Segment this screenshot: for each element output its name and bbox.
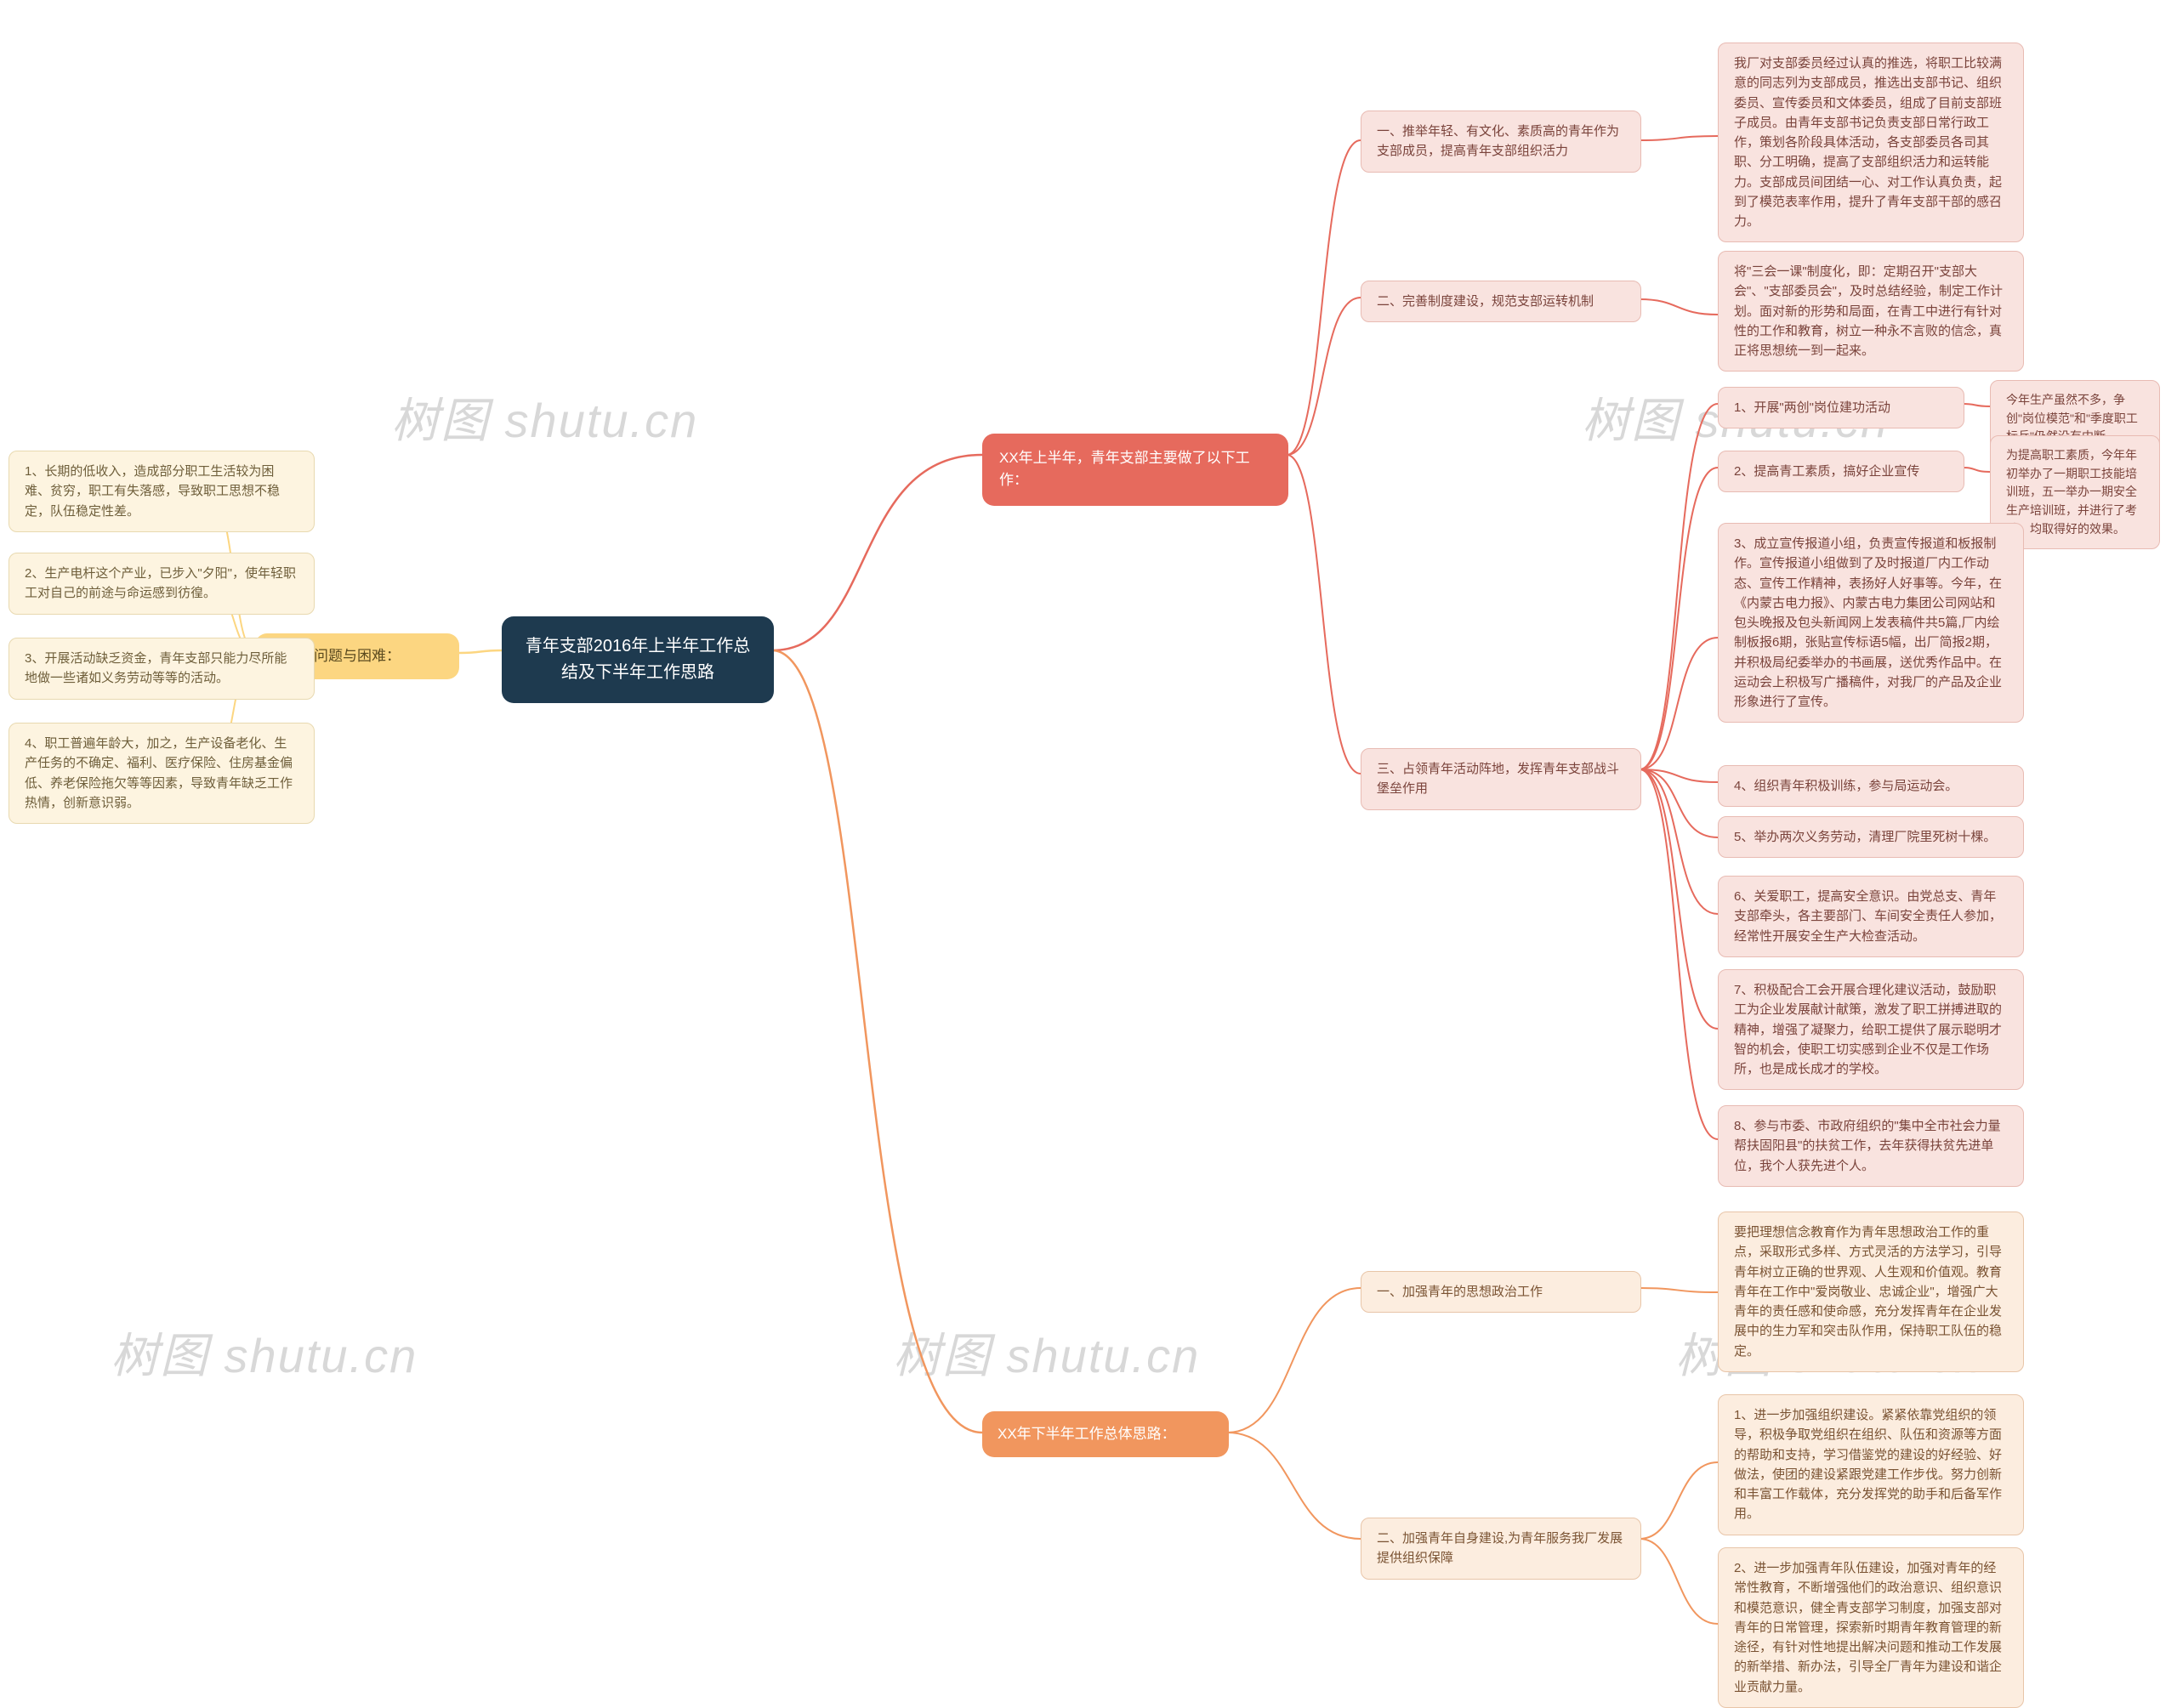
bottom-item2-c1: 1、进一步加强组织建设。紧紧依靠党组织的领导，积极争取党组织在组织、队伍和资源等… (1718, 1394, 2024, 1535)
top-item2: 二、完善制度建设，规范支部运转机制 (1361, 281, 1641, 322)
left-item2: 2、生产电杆这个产业，已步入"夕阳"，使年轻职工对自己的前途与命运感到彷徨。 (9, 553, 315, 615)
root-node: 青年支部2016年上半年工作总结及下半年工作思路 (502, 616, 774, 703)
top-item3-c5: 5、举办两次义务劳动，清理厂院里死树十棵。 (1718, 816, 2024, 858)
bottom-item1: 一、加强青年的思想政治工作 (1361, 1271, 1641, 1313)
top-item1-detail: 我厂对支部委员经过认真的推选，将职工比较满意的同志列为支部成员，推选出支部书记、… (1718, 43, 2024, 242)
left-item1: 1、长期的低收入，造成部分职工生活较为困难、贫穷，职工有失落感，导致职工思想不稳… (9, 451, 315, 532)
top-item3-c4: 4、组织青年积极训练，参与局运动会。 (1718, 765, 2024, 807)
branch-bottom: XX年下半年工作总体思路： (982, 1411, 1229, 1457)
bottom-item1-detail: 要把理想信念教育作为青年思想政治工作的重点，采取形式多样、方式灵活的方法学习，引… (1718, 1211, 2024, 1372)
top-item3-c1: 1、开展"两创"岗位建功活动 (1718, 387, 1964, 428)
top-item1: 一、推举年轻、有文化、素质高的青年作为支部成员，提高青年支部组织活力 (1361, 111, 1641, 173)
top-item2-detail: 将"三会一课"制度化，即：定期召开"支部大会"、"支部委员会"，及时总结经验，制… (1718, 251, 2024, 372)
bottom-item2: 二、加强青年自身建设,为青年服务我厂发展提供组织保障 (1361, 1518, 1641, 1580)
left-item3: 3、开展活动缺乏资金，青年支部只能力尽所能地做一些诸如义务劳动等等的活动。 (9, 638, 315, 700)
top-item3: 三、占领青年活动阵地，发挥青年支部战斗堡垒作用 (1361, 748, 1641, 810)
bottom-item2-c2: 2、进一步加强青年队伍建设，加强对青年的经常性教育，不断增强他们的政治意识、组织… (1718, 1547, 2024, 1708)
top-item3-c8: 8、参与市委、市政府组织的"集中全市社会力量帮扶固阳县"的扶贫工作，去年获得扶贫… (1718, 1105, 2024, 1187)
left-item4: 4、职工普遍年龄大，加之，生产设备老化、生产任务的不确定、福利、医疗保险、住房基… (9, 723, 315, 824)
branch-top: XX年上半年，青年支部主要做了以下工作： (982, 434, 1288, 506)
top-item3-c2: 2、提高青工素质，搞好企业宣传 (1718, 451, 1964, 492)
top-item3-c7: 7、积极配合工会开展合理化建议活动，鼓励职工为企业发展献计献策，激发了职工拼搏进… (1718, 969, 2024, 1090)
top-item3-c3: 3、成立宣传报道小组，负责宣传报道和板报制作。宣传报道小组做到了及时报道厂内工作… (1718, 523, 2024, 723)
top-item3-c6: 6、关爱职工，提高安全意识。由党总支、青年支部牵头，各主要部门、车间安全责任人参… (1718, 876, 2024, 957)
